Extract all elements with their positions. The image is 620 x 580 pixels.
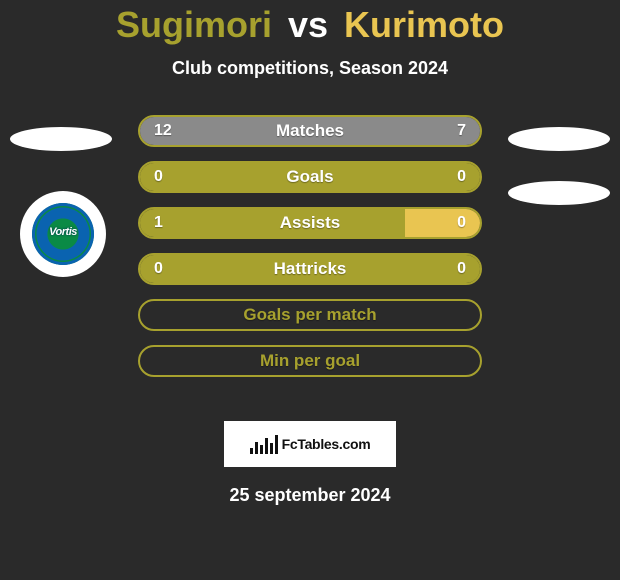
- comparison-area: Vortis Matches127 Goals00 Assists10 Hattric…: [0, 113, 620, 413]
- player2-marker-top: [508, 127, 610, 151]
- stat-seg-left: [140, 117, 354, 145]
- crest-text: Vortis: [32, 226, 94, 238]
- player1-marker-top: [10, 127, 112, 151]
- player2-name: Kurimoto: [344, 4, 504, 45]
- stat-row: Goals00: [138, 161, 482, 193]
- vs-label: vs: [288, 4, 328, 45]
- page-title: Sugimori vs Kurimoto: [0, 4, 620, 46]
- stat-seg-right: [310, 163, 480, 191]
- logo-bar: [265, 438, 268, 454]
- player2-marker-bottom: [508, 181, 610, 205]
- stat-row-bg: [140, 301, 480, 329]
- stat-row: Assists10: [138, 207, 482, 239]
- player1-name: Sugimori: [116, 4, 272, 45]
- logo-bar: [270, 443, 273, 454]
- crest-graphic: Vortis: [32, 203, 94, 265]
- logo-bars-icon: [250, 434, 278, 454]
- stat-seg-right: [310, 255, 480, 283]
- stat-seg-right: [405, 209, 480, 237]
- date-label: 25 september 2024: [0, 485, 620, 506]
- logo-bar: [275, 435, 278, 454]
- stat-row: Min per goal: [138, 345, 482, 377]
- stat-row-bg: [140, 255, 480, 283]
- stat-seg-left: [140, 209, 405, 237]
- subtitle: Club competitions, Season 2024: [0, 58, 620, 79]
- stat-seg-left: [140, 255, 310, 283]
- logo-bar: [250, 448, 253, 454]
- stat-row-bg: [140, 347, 480, 375]
- logo-text: FcTables.com: [282, 436, 371, 452]
- stat-row: Hattricks00: [138, 253, 482, 285]
- root: Sugimori vs Kurimoto Club competitions, …: [0, 0, 620, 506]
- stat-row-bg: [140, 209, 480, 237]
- stat-row: Matches127: [138, 115, 482, 147]
- stat-row-bg: [140, 163, 480, 191]
- player1-club-crest: Vortis: [20, 191, 106, 277]
- stat-row-bg: [140, 117, 480, 145]
- source-logo: FcTables.com: [224, 421, 396, 467]
- logo-bar: [260, 445, 263, 454]
- stat-row: Goals per match: [138, 299, 482, 331]
- logo-bar: [255, 442, 258, 454]
- stat-seg-right: [354, 117, 480, 145]
- stat-seg-left: [140, 163, 310, 191]
- stat-bars: Matches127 Goals00 Assists10 Hattricks00 Goa…: [138, 115, 482, 391]
